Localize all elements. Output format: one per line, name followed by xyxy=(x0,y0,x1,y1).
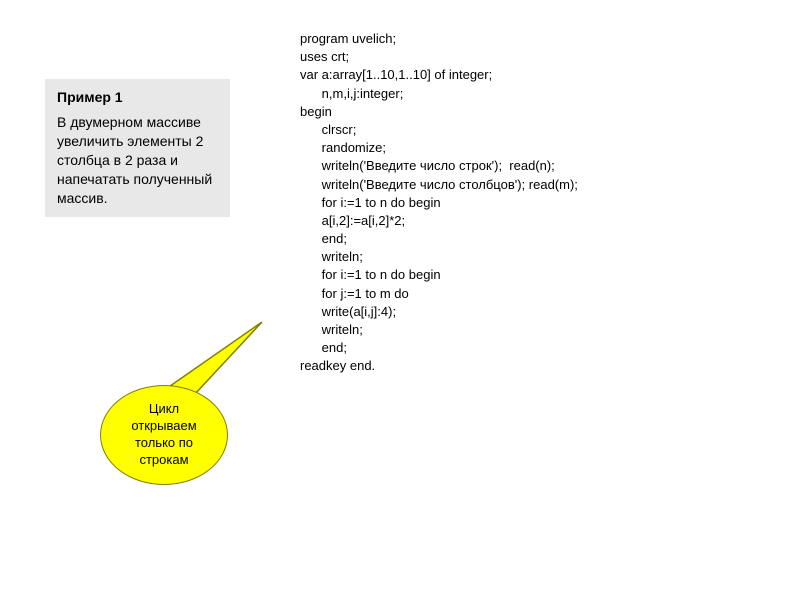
example-body: В двумерном массиве увеличить элементы 2… xyxy=(57,113,218,207)
code-block: program uvelich; uses crt; var a:array[1… xyxy=(300,30,578,376)
callout-text: Цикл открываем только по строкам xyxy=(131,401,196,469)
callout: Цикл открываем только по строкам xyxy=(100,320,270,495)
callout-line-3: только по xyxy=(135,435,193,450)
callout-line-2: открываем xyxy=(131,418,196,433)
callout-line-1: Цикл xyxy=(149,401,179,416)
example-box: Пример 1 В двумерном массиве увеличить э… xyxy=(45,79,230,217)
callout-line-4: строкам xyxy=(139,452,188,467)
callout-bubble: Цикл открываем только по строкам xyxy=(100,385,228,485)
example-title: Пример 1 xyxy=(57,89,218,105)
